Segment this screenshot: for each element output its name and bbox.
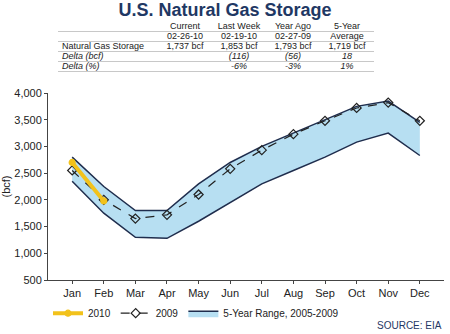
html-text:-3%: -3% [285,61,301,71]
html-text:1,853 bcf: 1,853 bcf [220,41,258,51]
svg-text:5-Year Range, 2005-2009: 5-Year Range, 2005-2009 [223,308,338,319]
svg-text:2,500: 2,500 [14,167,42,179]
html-text:(116): (116) [228,51,250,61]
svg-text:U.S. Natural Gas Storage: U.S. Natural Gas Storage [118,0,331,20]
svg-text:2,000: 2,000 [14,194,42,206]
html-text:Last Week: Last Week [217,21,261,31]
html-text:02-19-10: 02-19-10 [221,31,257,41]
html-text:Average: Average [330,31,364,41]
svg-text:Feb: Feb [94,287,113,299]
html-text:1,719 bcf: 1,719 bcf [328,41,366,51]
html-text:Delta (bcf): Delta (bcf) [62,51,104,61]
html-text:5-Year: 5-Year [333,21,361,31]
html-text:02-27-09: 02-27-09 [275,31,311,41]
svg-text:Jul: Jul [255,287,269,299]
svg-text:Oct: Oct [348,287,365,299]
svg-text:2010: 2010 [88,308,111,319]
svg-text:3,500: 3,500 [14,114,42,126]
svg-text:Apr: Apr [158,287,175,299]
svg-text:4,000: 4,000 [14,87,42,99]
svg-text:Jan: Jan [63,287,81,299]
svg-text:Jun: Jun [221,287,239,299]
html-text:Delta (%): Delta (%) [62,61,100,71]
svg-text:500: 500 [23,274,41,286]
html-text:1,737 bcf: 1,737 bcf [166,41,204,51]
html-text:(56): (56) [285,51,301,61]
svg-text:Dec: Dec [410,287,430,299]
html-text:-6%: -6% [231,61,247,71]
svg-text:Sep: Sep [315,287,335,299]
svg-text:1,500: 1,500 [14,220,42,232]
html-text:Natural Gas Storage: Natural Gas Storage [62,41,144,51]
svg-text:3,000: 3,000 [14,140,42,152]
html-text:Year Ago: Year Ago [274,21,312,31]
html-text:1%: 1% [340,61,354,71]
html-text:1,793 bcf: 1,793 bcf [274,41,312,51]
svg-text:SOURCE: EIA: SOURCE: EIA [377,320,442,331]
svg-text:Aug: Aug [284,287,304,299]
svg-text:Mar: Mar [126,287,145,299]
svg-text:Nov: Nov [378,287,398,299]
html-text:02-26-10: 02-26-10 [167,31,203,41]
svg-text:1,000: 1,000 [14,247,42,259]
svg-text:May: May [188,287,209,299]
svg-text:2009: 2009 [156,308,179,319]
html-text:Current: Current [170,21,200,31]
html-text:18: 18 [342,51,352,61]
svg-text:(bcf): (bcf) [0,176,12,198]
